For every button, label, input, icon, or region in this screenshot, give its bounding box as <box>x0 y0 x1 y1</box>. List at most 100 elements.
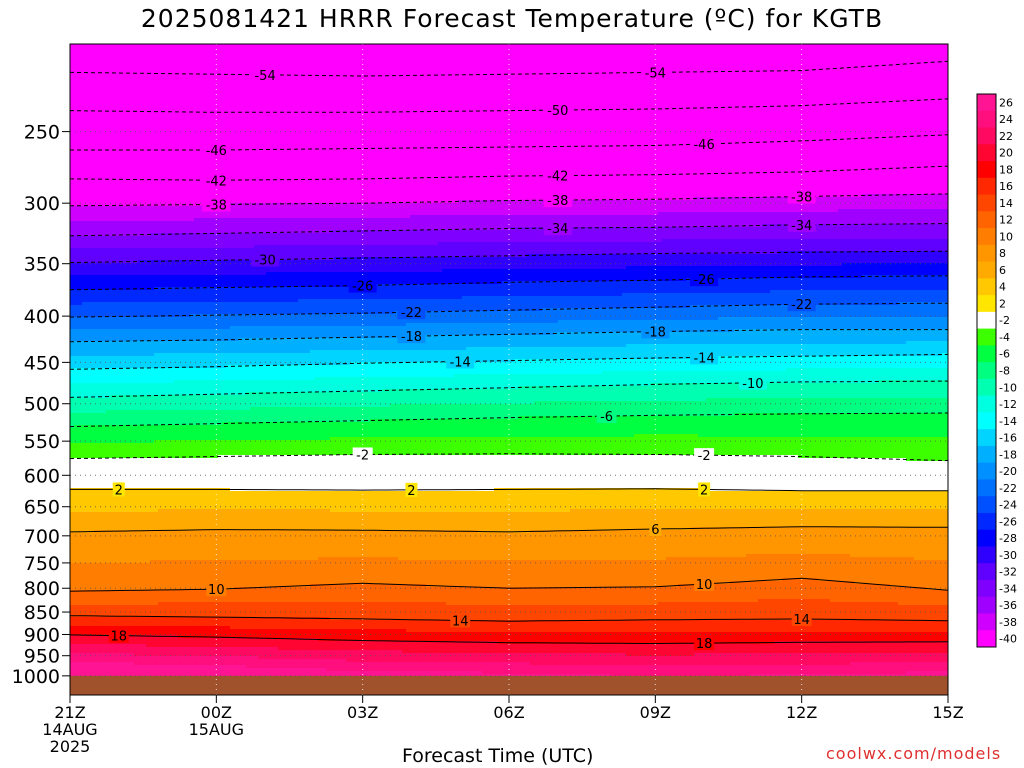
temperature-cell <box>374 314 379 327</box>
temperature-cell <box>334 530 339 558</box>
temperature-cell <box>502 257 507 270</box>
temperature-cell <box>166 425 171 441</box>
temperature-cell <box>430 272 435 285</box>
temperature-cell <box>498 404 503 420</box>
temperature-cell <box>134 368 139 384</box>
temperature-cell <box>562 269 567 282</box>
temperature-cell <box>206 626 211 639</box>
temperature-cell <box>522 455 527 489</box>
temperature-cell <box>642 359 647 372</box>
temperature-cell <box>262 365 267 381</box>
temperature-cell <box>86 512 91 534</box>
temperature-cell <box>554 269 559 282</box>
temperature-cell <box>498 200 503 216</box>
temperature-cell <box>578 653 583 666</box>
temperature-cell <box>346 299 351 315</box>
temperature-cell <box>186 647 191 657</box>
temperature-cell <box>578 665 583 675</box>
temperature-cell <box>154 647 159 657</box>
temperature-cell <box>242 380 247 396</box>
temperature-cell <box>386 326 391 339</box>
temperature-cell <box>194 341 199 354</box>
temperature-cell <box>322 641 327 651</box>
temperature-cell <box>354 377 359 393</box>
temperature-cell <box>522 437 527 456</box>
temperature-cell <box>574 401 579 417</box>
temperature-cell <box>190 488 195 510</box>
temperature-cell <box>670 266 675 282</box>
temperature-cell <box>154 275 159 288</box>
temperature-cell <box>410 230 415 246</box>
temperature-cell <box>310 440 315 456</box>
temperature-cell <box>98 488 103 513</box>
temperature-cell <box>518 323 523 336</box>
temperature-cell <box>194 530 199 561</box>
temperature-cell <box>630 227 635 243</box>
temperature-cell <box>490 296 495 312</box>
temperature-cell <box>642 386 647 402</box>
temperature-cell <box>330 350 335 366</box>
temperature-cell <box>654 665 659 678</box>
temperature-cell <box>294 560 299 588</box>
temperature-cell <box>206 410 211 426</box>
temperature-cell <box>670 308 675 321</box>
temperature-cell <box>198 395 203 411</box>
temperature-cell <box>402 437 407 456</box>
temperature-cell <box>538 653 543 666</box>
temperature-cell <box>534 347 539 360</box>
temperature-cell <box>278 338 283 354</box>
temperature-cell <box>166 395 171 411</box>
temperature-cell <box>338 659 343 672</box>
temperature-cell <box>362 326 367 339</box>
temperature-cell <box>162 395 167 411</box>
temperature-cell <box>590 530 595 561</box>
temperature-cell <box>538 605 543 621</box>
temperature-cell <box>362 392 367 408</box>
temperature-cell <box>490 215 495 231</box>
temperature-cell <box>154 425 159 441</box>
temperature-cell <box>458 230 463 243</box>
temperature-cell <box>114 341 119 357</box>
temperature-cell <box>630 455 635 489</box>
temperature-cell <box>450 437 455 456</box>
temperature-cell <box>222 656 227 666</box>
temperature-cell <box>74 356 79 369</box>
temperature-cell <box>406 245 411 258</box>
temperature-cell <box>386 557 391 585</box>
temperature-cell <box>250 380 255 393</box>
temperature-cell <box>582 587 587 606</box>
temperature-cell <box>162 509 167 531</box>
temperature-cell <box>626 437 631 456</box>
temperature-cell <box>142 329 147 342</box>
temperature-cell <box>354 245 359 258</box>
temperature-cell <box>602 605 607 621</box>
temperature-cell <box>318 260 323 273</box>
temperature-cell <box>118 563 123 591</box>
temperature-cell <box>154 302 159 318</box>
temperature-cell <box>310 422 315 441</box>
temperature-cell <box>270 560 275 588</box>
temperature-cell <box>350 230 355 246</box>
temperature-cell <box>374 407 379 420</box>
temperature-cell <box>166 302 171 318</box>
temperature-cell <box>226 260 231 276</box>
temperature-cell <box>410 389 415 405</box>
temperature-cell <box>406 377 411 390</box>
temperature-cell <box>142 290 147 303</box>
temperature-cell <box>542 437 547 456</box>
temperature-cell <box>322 629 327 642</box>
temperature-cell <box>162 647 167 657</box>
temperature-cell <box>494 653 499 663</box>
temperature-cell <box>594 665 599 675</box>
temperature-cell <box>390 44 395 204</box>
temperature-cell <box>414 404 419 420</box>
temperature-cell <box>390 629 395 642</box>
temperature-cell <box>434 437 439 456</box>
temperature-cell <box>102 563 107 591</box>
temperature-cell <box>346 392 351 408</box>
temperature-cell <box>202 44 207 207</box>
temperature-cell <box>470 560 475 588</box>
temperature-cell <box>674 344 679 360</box>
temperature-cell <box>122 512 127 531</box>
temperature-cell <box>270 602 275 618</box>
